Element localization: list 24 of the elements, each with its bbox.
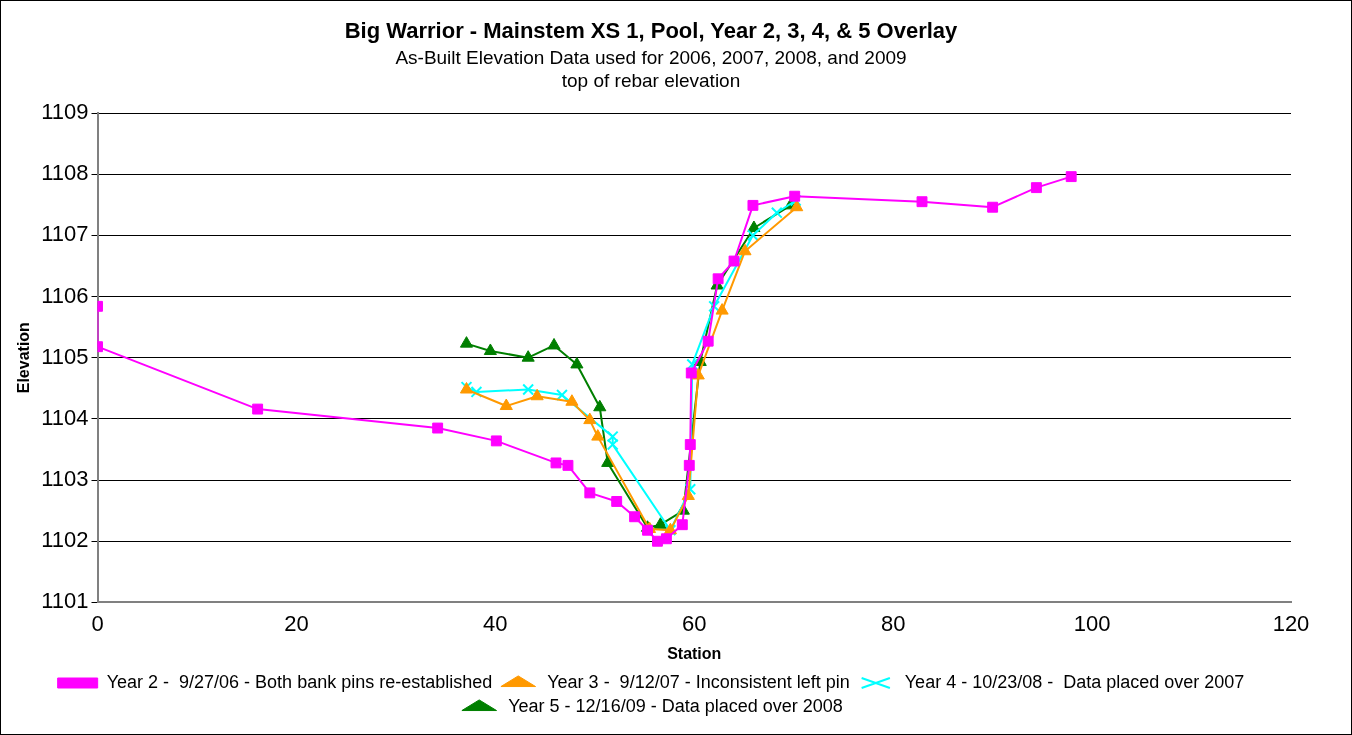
x-tick-label: 100 bbox=[1073, 610, 1111, 636]
y-axis-title: Elevation bbox=[15, 322, 33, 394]
chart-subtitle: As-Built Elevation Data used for 2006, 2007, 2008, and 2009 top of rebar elevation bbox=[395, 47, 907, 91]
y-tick-label: 1105 bbox=[41, 343, 89, 369]
legend-label: Year 4 - 10/23/08 - Data placed over 2007 bbox=[904, 671, 1245, 692]
y-tick-label: 1103 bbox=[41, 466, 89, 492]
x-tick-label: 0 bbox=[91, 610, 104, 636]
y-tick-label: 1109 bbox=[41, 99, 89, 125]
legend-label: Year 3 - 9/12/07 - Inconsistent left pin bbox=[547, 671, 850, 692]
y-tick-label: 1102 bbox=[41, 527, 89, 553]
x-tick-label: 120 bbox=[1272, 610, 1310, 636]
y-tick-label: 1101 bbox=[41, 588, 89, 614]
x-tick-label: 40 bbox=[483, 610, 508, 636]
x-axis-title: Station bbox=[667, 644, 722, 662]
legend-label: Year 5 - 12/16/09 - Data placed over 2008 bbox=[508, 695, 843, 716]
y-tick-label: 1108 bbox=[41, 160, 89, 186]
y-tick-label: 1104 bbox=[41, 404, 89, 430]
y-tick-label: 1106 bbox=[41, 282, 89, 308]
x-tick-label: 20 bbox=[284, 610, 309, 636]
x-tick-label: 80 bbox=[880, 610, 906, 636]
y-tick-label: 1107 bbox=[41, 221, 89, 247]
legend-label: Year 2 - 9/27/06 - Both bank pins re-established bbox=[106, 671, 493, 692]
chart-title: Big Warrior - Mainstem XS 1, Pool, Year 2, 3, 4, & 5 Overlay bbox=[344, 18, 959, 44]
x-tick-label: 60 bbox=[682, 610, 707, 636]
